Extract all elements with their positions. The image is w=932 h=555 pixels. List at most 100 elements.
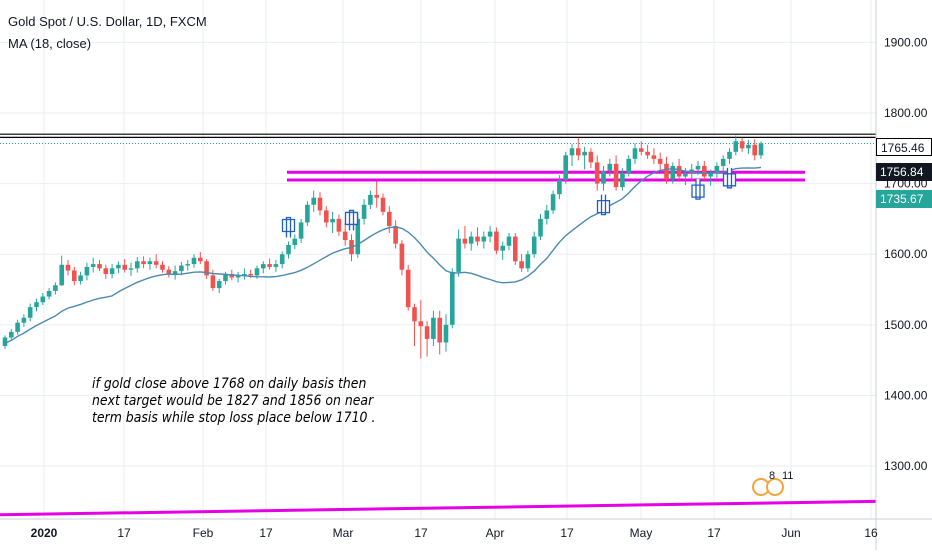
markers[interactable]: [281, 167, 737, 238]
candle-up: [279, 251, 285, 269]
y-tick-label: 1300.00: [884, 459, 928, 473]
annotation-note[interactable]: if gold close above 1768 on daily basis …: [92, 376, 452, 427]
candle-body: [689, 169, 694, 173]
candle-body: [191, 257, 197, 265]
candle-up: [2, 335, 8, 349]
legend-study[interactable]: MA (18, close): [8, 36, 92, 51]
candle-body: [758, 143, 764, 156]
candle-body: [607, 163, 613, 171]
candle-down: [103, 264, 109, 279]
candle-down: [399, 240, 405, 276]
hand-up-icon[interactable]: [281, 216, 296, 238]
hand-down-icon[interactable]: [722, 167, 737, 189]
candle-body: [594, 162, 600, 184]
hand-up-icon[interactable]: [344, 209, 359, 231]
candle-body: [273, 264, 279, 267]
candle-down: [141, 256, 146, 269]
candle-down: [437, 310, 442, 355]
rising-trendline[interactable]: [0, 499, 877, 517]
candle-down: [405, 264, 411, 311]
candle-up: [720, 155, 726, 171]
candle-body: [475, 236, 480, 242]
candle-body: [229, 273, 235, 278]
candle-body: [235, 275, 241, 278]
candle-up: [261, 261, 266, 274]
candle-body: [639, 148, 644, 152]
us-flag-icon[interactable]: [766, 478, 784, 496]
candle-body: [387, 211, 392, 226]
candle-up: [21, 314, 27, 327]
candle-body: [59, 264, 64, 286]
candle-up: [109, 264, 115, 279]
candle-body: [683, 173, 688, 177]
candle-down: [418, 300, 424, 359]
candle-up: [40, 293, 46, 306]
candle-body: [185, 264, 190, 266]
resistance-price-label: 1765.46: [876, 138, 932, 156]
candle-up: [311, 190, 316, 212]
event-count: 11: [782, 470, 794, 482]
candle-down: [702, 160, 707, 181]
candle-body: [437, 317, 442, 343]
moving-average: [4, 166, 762, 344]
candle-body: [576, 148, 581, 156]
x-tick-label: 17: [707, 526, 721, 540]
candles: [2, 135, 764, 359]
candle-body: [676, 165, 682, 177]
candle-up: [468, 231, 474, 251]
trendline[interactable]: [0, 499, 877, 517]
candle-body: [141, 261, 146, 265]
candle-body: [380, 197, 386, 212]
candle-down: [374, 181, 379, 208]
candle-body: [443, 324, 449, 343]
x-tick-label: 2020: [31, 526, 58, 540]
candle-down: [462, 225, 468, 249]
candle-body: [670, 165, 676, 180]
candle-body: [664, 163, 669, 180]
candle-body: [90, 264, 96, 267]
candle-up: [84, 262, 90, 281]
candle-body: [27, 307, 33, 318]
candle-body: [418, 321, 424, 327]
candle-up: [368, 190, 373, 210]
x-tick-label: 17: [414, 526, 428, 540]
candle-up: [305, 201, 310, 226]
candle-body: [588, 151, 594, 163]
hand-down-icon[interactable]: [596, 194, 611, 216]
candle-down: [65, 259, 71, 276]
candle-up: [557, 175, 562, 200]
candle-up: [500, 241, 505, 260]
candle-body: [746, 144, 751, 149]
y-tick-label: 1600.00: [884, 247, 928, 261]
candle-body: [261, 264, 266, 269]
y-tick-label: 1800.00: [884, 106, 928, 120]
hand-shape: [691, 179, 705, 200]
candle-body: [657, 158, 663, 164]
candle-body: [431, 317, 436, 339]
candle-body: [46, 290, 52, 297]
hand-down-icon[interactable]: [691, 179, 705, 200]
candle-body: [557, 180, 562, 195]
candle-body: [248, 273, 253, 276]
horizontal-lines[interactable]: [0, 133, 876, 182]
candle-down: [342, 222, 348, 246]
candle-body: [342, 231, 348, 241]
legend[interactable]: Gold Spot / U.S. Dollar, 1D, FXCM MA (18…: [8, 14, 207, 52]
candle-up: [601, 165, 606, 191]
candle-up: [550, 190, 556, 214]
candle-body: [65, 264, 71, 271]
candle-up: [456, 229, 461, 277]
candle-down: [576, 137, 581, 161]
x-tick-label: 17: [560, 526, 574, 540]
legend-title[interactable]: Gold Spot / U.S. Dollar, 1D, FXCM: [8, 14, 207, 29]
candle-down: [380, 193, 386, 216]
candle-body: [708, 173, 713, 177]
candle-body: [166, 269, 172, 274]
candle-body: [210, 275, 216, 289]
candle-body: [198, 257, 203, 262]
candle-up: [216, 278, 222, 294]
candle-body: [462, 238, 468, 244]
